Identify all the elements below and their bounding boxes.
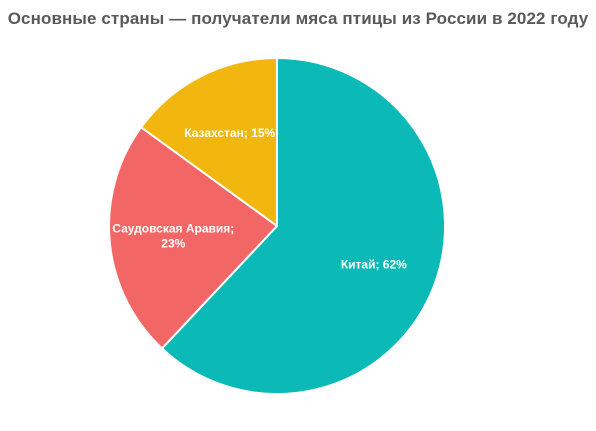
data-label-китай: Китай; 62% xyxy=(341,257,407,271)
data-label-line: Саудовская Аравия; xyxy=(112,221,234,235)
data-label-line: Казахстан; 15% xyxy=(184,126,275,140)
pie-slice-саудовская-аравия xyxy=(108,126,278,350)
pie-slice-казахстан xyxy=(140,57,278,227)
data-label-line: 23% xyxy=(161,236,185,250)
pie-slice-китай xyxy=(160,57,446,395)
chart-title: Основные страны — получатели мяса птицы … xyxy=(7,9,589,28)
data-label-line: Китай; 62% xyxy=(341,257,407,271)
data-label-казахстан: Казахстан; 15% xyxy=(184,126,275,140)
data-label-саудовская-аравия: Саудовская Аравия; 23% xyxy=(112,221,234,250)
